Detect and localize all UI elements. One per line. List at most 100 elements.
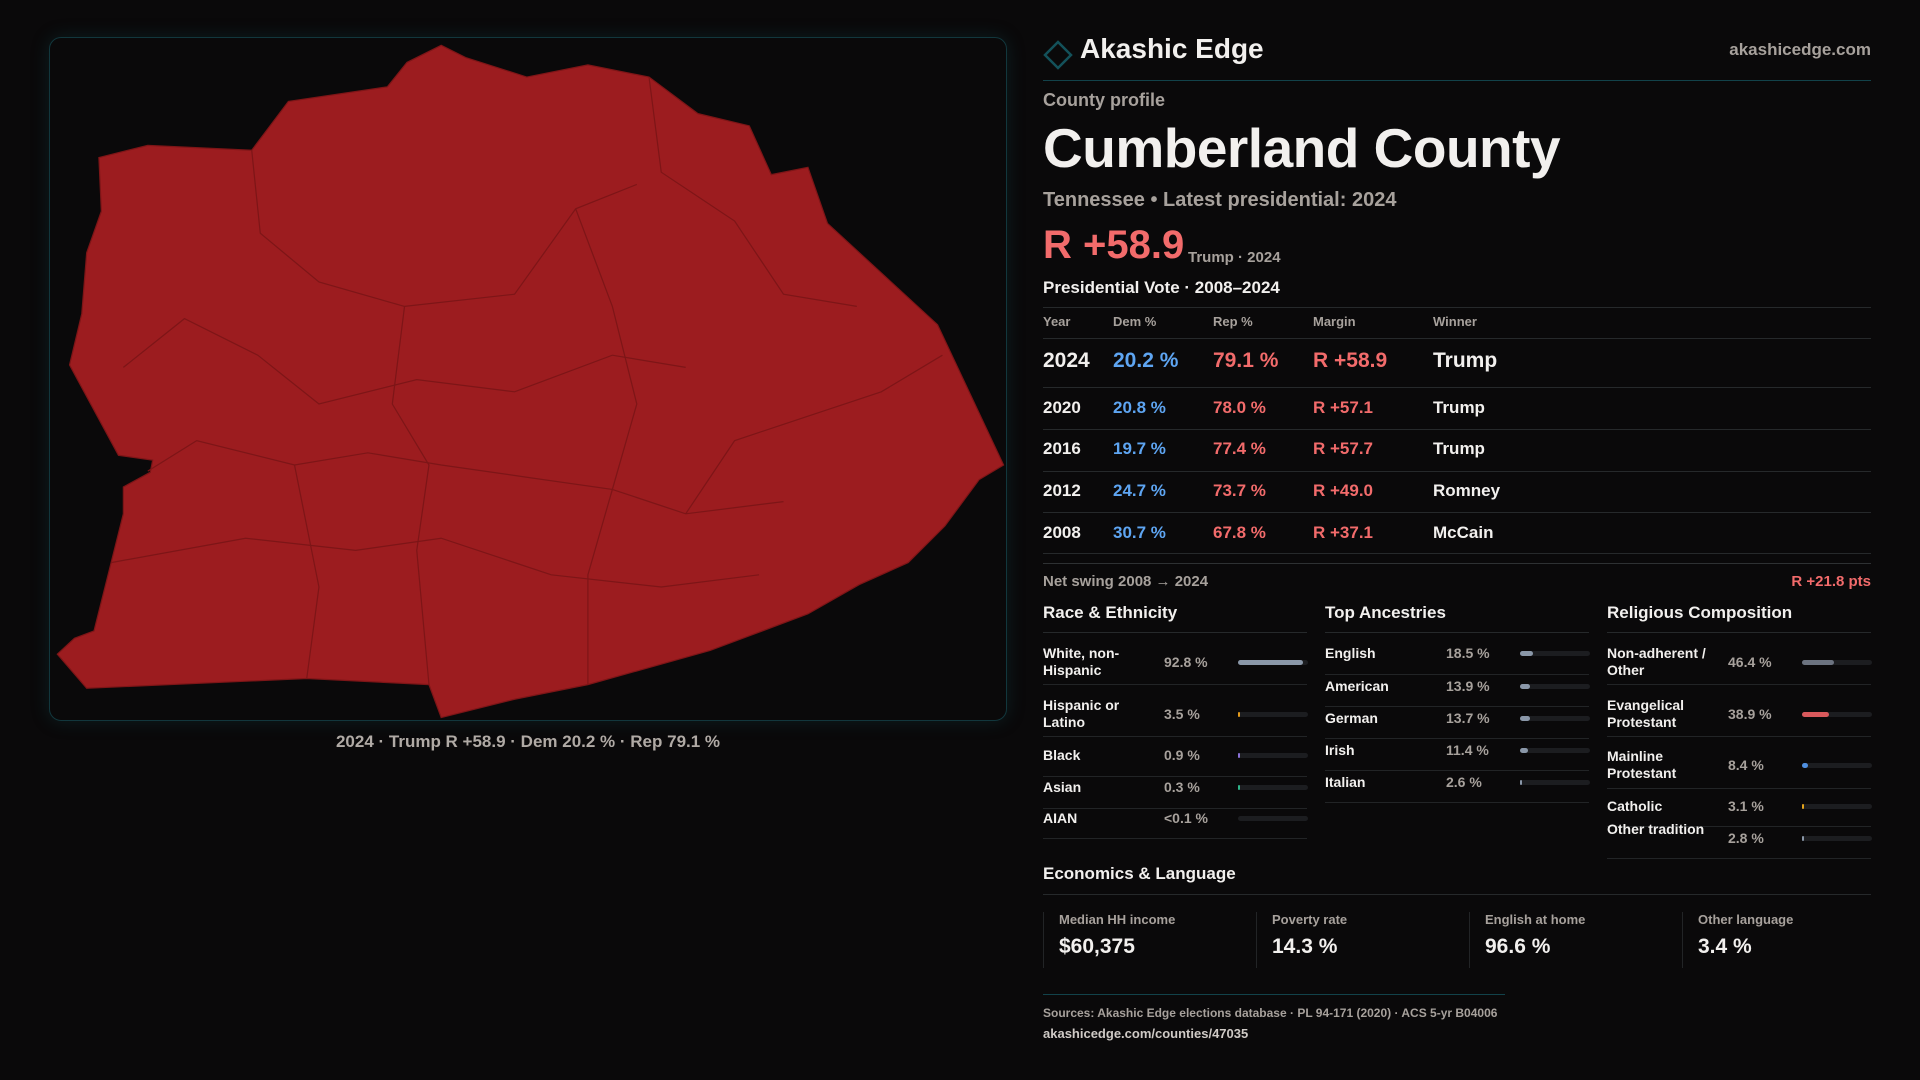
item-label: Non-adherent / Other [1607, 645, 1706, 678]
religion-item: Non-adherent / Other 46.4 % [1607, 645, 1873, 685]
divider [1043, 808, 1307, 809]
item-label: Italian [1325, 774, 1366, 790]
item-bar-fill [1238, 785, 1240, 790]
item-bar [1238, 712, 1308, 717]
item-bar [1238, 753, 1308, 758]
item-bar-fill [1238, 816, 1240, 821]
winner: Trump [1433, 439, 1485, 458]
dem-pct: 30.7 % [1113, 523, 1166, 542]
item-bar-fill [1802, 660, 1835, 665]
item-bar-fill [1520, 684, 1530, 689]
stat-label: Other language [1698, 912, 1794, 927]
margin: R +37.1 [1313, 523, 1374, 542]
item-label: Catholic [1607, 798, 1663, 814]
item-percent: 46.4 % [1728, 654, 1772, 670]
county-map-panel [49, 37, 1007, 721]
item-bar-fill [1802, 763, 1808, 768]
divider [1607, 736, 1871, 737]
year: 2024 [1043, 349, 1090, 372]
year: 2012 [1043, 481, 1081, 500]
margin: R +49.0 [1313, 481, 1374, 500]
map-caption: 2024 · Trump R +58.9 · Dem 20.2 % · Rep … [335, 732, 721, 751]
profile-kicker: County profile [1043, 90, 1165, 110]
stat-label: Median HH income [1059, 912, 1176, 927]
ancestry-item: Irish 11.4 % [1325, 733, 1591, 773]
item-label: Hispanic or Latino [1043, 697, 1120, 730]
race-item: White, non-Hispanic 92.8 % [1043, 645, 1309, 685]
item-label: Other tradition [1607, 821, 1705, 837]
religion-item: Catholic 3.1 % [1607, 789, 1873, 829]
race-item: AIAN <0.1 % [1043, 801, 1309, 841]
votes-title: Presidential Vote · 2008–2024 [1043, 278, 1280, 297]
divider [1325, 802, 1589, 803]
dem-pct: 24.7 % [1113, 481, 1166, 500]
rep-pct: 77.4 % [1213, 439, 1266, 458]
item-bar-fill [1520, 780, 1522, 785]
item-bar [1802, 660, 1872, 665]
item-bar [1802, 804, 1872, 809]
divider [1325, 632, 1589, 633]
ancestry-title: Top Ancestries [1325, 603, 1446, 622]
religion-item: Evangelical Protestant 38.9 % [1607, 697, 1873, 737]
rep-pct: 79.1 % [1213, 349, 1279, 372]
margin: R +57.7 [1313, 439, 1374, 458]
dem-pct: 19.7 % [1113, 439, 1166, 458]
stat-label: English at home [1485, 912, 1586, 927]
county-shape[interactable] [56, 44, 1005, 719]
ancestry-item: American 13.9 % [1325, 669, 1591, 709]
race-item: Hispanic or Latino 3.5 % [1043, 697, 1309, 737]
footer-url-link[interactable]: akashicedge.com/counties/47035 [1043, 1026, 1249, 1041]
item-percent: 3.5 % [1164, 706, 1200, 722]
stat-value: $60,375 [1059, 935, 1135, 958]
item-label: English [1325, 645, 1376, 661]
item-percent: <0.1 % [1164, 810, 1208, 826]
item-percent: 0.9 % [1164, 747, 1200, 763]
rep-pct: 67.8 % [1213, 523, 1266, 542]
item-percent: 11.4 % [1446, 742, 1489, 758]
divider [1043, 684, 1307, 685]
item-bar [1520, 651, 1590, 656]
stat-card-other-language: Other language 3.4 % [1682, 912, 1895, 968]
logo-diamond-icon [1043, 40, 1073, 70]
item-percent: 13.7 % [1446, 710, 1490, 726]
item-bar [1238, 816, 1308, 821]
ancestry-item: Italian 2.6 % [1325, 765, 1591, 805]
col-margin: Margin [1313, 314, 1356, 329]
headline-margin: R +58.9 [1043, 223, 1185, 267]
item-bar-fill [1238, 660, 1303, 665]
stat-card-poverty: Poverty rate 14.3 % [1256, 912, 1469, 968]
item-bar-fill [1802, 712, 1830, 717]
item-bar [1238, 785, 1308, 790]
winner: McCain [1433, 523, 1494, 542]
margin: R +58.9 [1313, 349, 1388, 372]
race-item: Black 0.9 % [1043, 738, 1309, 778]
margin: R +57.1 [1313, 398, 1374, 417]
divider [1607, 684, 1871, 685]
item-bar [1520, 716, 1590, 721]
page-title: Cumberland County [1043, 117, 1561, 179]
race-title: Race & Ethnicity [1043, 603, 1178, 622]
divider [1325, 770, 1589, 771]
item-bar [1520, 684, 1590, 689]
item-bar-fill [1802, 836, 1804, 841]
divider [1043, 776, 1307, 777]
item-percent: 92.8 % [1164, 654, 1208, 670]
item-bar [1520, 748, 1590, 753]
item-percent: 2.6 % [1446, 774, 1482, 790]
col-rep: Rep % [1213, 314, 1253, 329]
year: 2020 [1043, 398, 1081, 417]
divider [1043, 632, 1307, 633]
brand-domain-link[interactable]: akashicedge.com [1729, 40, 1871, 59]
item-bar-fill [1520, 748, 1528, 753]
item-percent: 38.9 % [1728, 706, 1772, 722]
religion-item: Mainline Protestant 8.4 % [1607, 748, 1873, 788]
profile-subtitle: Tennessee • Latest presidential: 2024 [1043, 189, 1397, 211]
stat-value: 3.4 % [1698, 935, 1752, 958]
item-label: Asian [1043, 779, 1082, 795]
year: 2008 [1043, 523, 1081, 542]
year: 2016 [1043, 439, 1081, 458]
item-percent: 13.9 % [1446, 678, 1490, 694]
item-label: German [1325, 710, 1378, 726]
divider [1607, 788, 1871, 789]
item-bar-fill [1802, 804, 1805, 809]
